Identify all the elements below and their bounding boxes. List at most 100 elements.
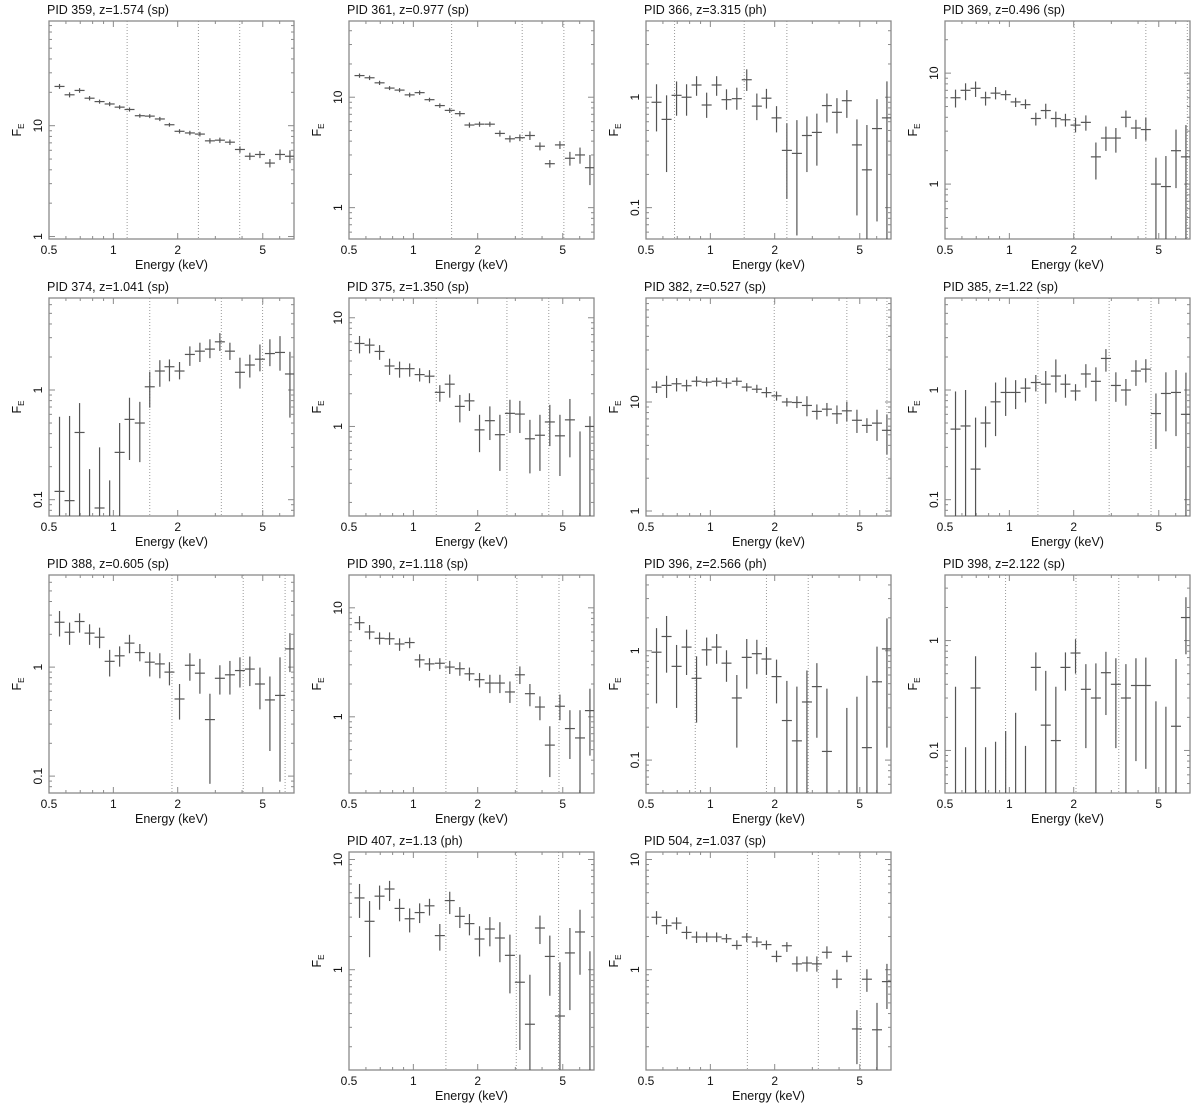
x-tick-label: 0.5 [341, 797, 358, 811]
x-axis-label: Energy (keV) [135, 535, 208, 549]
spectrum-chart: PID 385, z=1.22 (sp) 0.5 1 2 5 Energy (keV) 0.… [906, 280, 1191, 549]
y-tick-label: 1 [628, 94, 642, 101]
x-axis-label: Energy (keV) [1031, 258, 1104, 272]
y-axis-label: FE [607, 124, 623, 137]
x-tick-label: 0.5 [638, 1074, 655, 1088]
y-axis-label: FE [607, 955, 623, 968]
x-tick-label: 5 [559, 243, 566, 257]
x-axis-label: Energy (keV) [732, 812, 805, 826]
x-tick-label: 1 [1006, 243, 1013, 257]
chart-title: PID 407, z=1.13 (ph) [347, 834, 463, 848]
y-axis-label-main: F [607, 405, 621, 413]
y-tick-label: 10 [331, 853, 345, 867]
y-tick-label: 1 [331, 713, 345, 720]
x-tick-label: 0.5 [341, 243, 358, 257]
y-axis-label-main: F [310, 682, 324, 690]
y-axis-label-subscript: E [614, 678, 623, 683]
y-tick-label: 10 [331, 311, 345, 325]
x-tick-label: 5 [1155, 797, 1162, 811]
x-tick-label: 5 [1155, 243, 1162, 257]
chart-title: PID 361, z=0.977 (sp) [347, 3, 469, 17]
y-axis-label-subscript: E [17, 124, 26, 129]
y-tick-label: 0.1 [31, 491, 45, 508]
plot-frame [645, 851, 892, 1071]
y-axis-label-subscript: E [614, 955, 623, 960]
spectrum-chart: PID 407, z=1.13 (ph) 0.5 1 2 5 Energy (keV) 1 1… [310, 834, 595, 1103]
spectrum-panel: PID 359, z=1.574 (sp) 0.5 1 2 5 Energy (keV) 1… [1, 1, 301, 276]
x-axis-label: Energy (keV) [1031, 812, 1104, 826]
spectrum-chart: PID 361, z=0.977 (sp) 0.5 1 2 5 Energy (keV) 1… [310, 3, 595, 272]
x-tick-label: 2 [1070, 243, 1077, 257]
y-axis-label: FE [310, 124, 326, 137]
y-axis-label-main: F [310, 959, 324, 967]
x-tick-label: 5 [259, 243, 266, 257]
plot-frame [645, 20, 892, 240]
x-tick-label: 0.5 [341, 1074, 358, 1088]
y-axis-label: FE [906, 124, 922, 137]
x-tick-label: 0.5 [638, 243, 655, 257]
x-tick-label: 0.5 [41, 243, 58, 257]
y-axis-label-main: F [906, 682, 920, 690]
chart-title: PID 504, z=1.037 (sp) [644, 834, 766, 848]
spectrum-panel: PID 385, z=1.22 (sp) 0.5 1 2 5 Energy (keV) 0.… [897, 278, 1197, 553]
x-tick-label: 2 [1070, 520, 1077, 534]
chart-title: PID 382, z=0.527 (sp) [644, 280, 766, 294]
y-axis-label: FE [310, 678, 326, 691]
chart-title: PID 390, z=1.118 (sp) [347, 557, 468, 571]
x-tick-label: 2 [474, 243, 481, 257]
y-axis-label: FE [906, 678, 922, 691]
y-tick-label: 1 [927, 637, 941, 644]
y-axis-label-main: F [607, 959, 621, 967]
chart-title: PID 359, z=1.574 (sp) [47, 3, 169, 17]
y-tick-label: 1 [628, 507, 642, 514]
x-tick-label: 5 [259, 797, 266, 811]
x-axis-label: Energy (keV) [1031, 535, 1104, 549]
x-tick-label: 5 [559, 1074, 566, 1088]
plot-frame [348, 297, 595, 517]
x-tick-label: 0.5 [937, 520, 954, 534]
spectrum-chart: PID 382, z=0.527 (sp) 0.5 1 2 5 Energy (keV) 1… [607, 280, 892, 549]
spectrum-chart: PID 388, z=0.605 (sp) 0.5 1 2 5 Energy (keV) 0… [10, 557, 295, 826]
y-axis-label-subscript: E [17, 401, 26, 406]
x-tick-label: 1 [1006, 520, 1013, 534]
chart-title: PID 366, z=3.315 (ph) [644, 3, 767, 17]
chart-title: PID 396, z=2.566 (ph) [644, 557, 767, 571]
y-axis-label: FE [10, 124, 26, 137]
chart-title: PID 374, z=1.041 (sp) [47, 280, 169, 294]
spectrum-panel: PID 374, z=1.041 (sp) 0.5 1 2 5 Energy (keV) 0… [1, 278, 301, 553]
spectrum-panel: PID 361, z=0.977 (sp) 0.5 1 2 5 Energy (keV) 1… [301, 1, 601, 276]
x-tick-label: 5 [559, 520, 566, 534]
x-tick-label: 5 [856, 520, 863, 534]
x-tick-label: 2 [174, 797, 181, 811]
x-tick-label: 1 [110, 797, 117, 811]
spectrum-panel: PID 375, z=1.350 (sp) 0.5 1 2 5 Energy (keV) 1… [301, 278, 601, 553]
chart-title: PID 398, z=2.122 (sp) [943, 557, 1065, 571]
y-axis-label-main: F [10, 405, 24, 413]
x-tick-label: 2 [771, 1074, 778, 1088]
spectrum-chart: PID 359, z=1.574 (sp) 0.5 1 2 5 Energy (keV) 1… [10, 3, 295, 272]
y-tick-label: 1 [628, 966, 642, 973]
y-axis-label: FE [310, 401, 326, 414]
y-axis-label-subscript: E [614, 401, 623, 406]
y-tick-label: 10 [927, 66, 941, 80]
y-axis-label-subscript: E [317, 678, 326, 683]
y-tick-label: 1 [331, 966, 345, 973]
x-tick-label: 0.5 [638, 520, 655, 534]
y-axis-label: FE [10, 401, 26, 414]
y-tick-label: 10 [331, 601, 345, 615]
x-tick-label: 1 [707, 243, 714, 257]
x-tick-label: 0.5 [937, 797, 954, 811]
x-axis-label: Energy (keV) [435, 1089, 508, 1103]
x-tick-label: 2 [174, 520, 181, 534]
x-tick-label: 2 [771, 520, 778, 534]
y-axis-label-main: F [10, 128, 24, 136]
plot-frame [944, 20, 1191, 240]
x-tick-label: 1 [1006, 797, 1013, 811]
x-tick-label: 2 [474, 797, 481, 811]
y-axis-label-main: F [607, 128, 621, 136]
y-tick-label: 1 [31, 663, 45, 670]
y-tick-label: 1 [927, 180, 941, 187]
spectrum-panel: PID 396, z=2.566 (ph) 0.5 1 2 5 Energy (keV) 0… [598, 555, 898, 830]
y-axis-label-subscript: E [317, 401, 326, 406]
y-axis-label: FE [607, 401, 623, 414]
